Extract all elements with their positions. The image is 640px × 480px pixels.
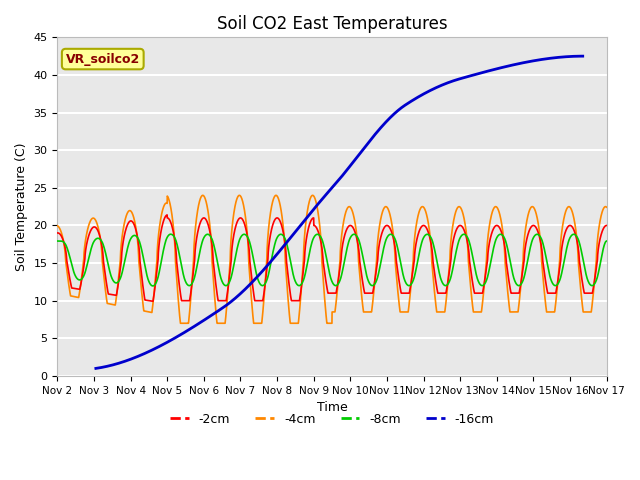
Y-axis label: Soil Temperature (C): Soil Temperature (C) — [15, 143, 28, 271]
X-axis label: Time: Time — [317, 401, 348, 414]
Title: Soil CO2 East Temperatures: Soil CO2 East Temperatures — [217, 15, 447, 33]
Text: VR_soilco2: VR_soilco2 — [66, 53, 140, 66]
Legend: -2cm, -4cm, -8cm, -16cm: -2cm, -4cm, -8cm, -16cm — [165, 408, 499, 431]
